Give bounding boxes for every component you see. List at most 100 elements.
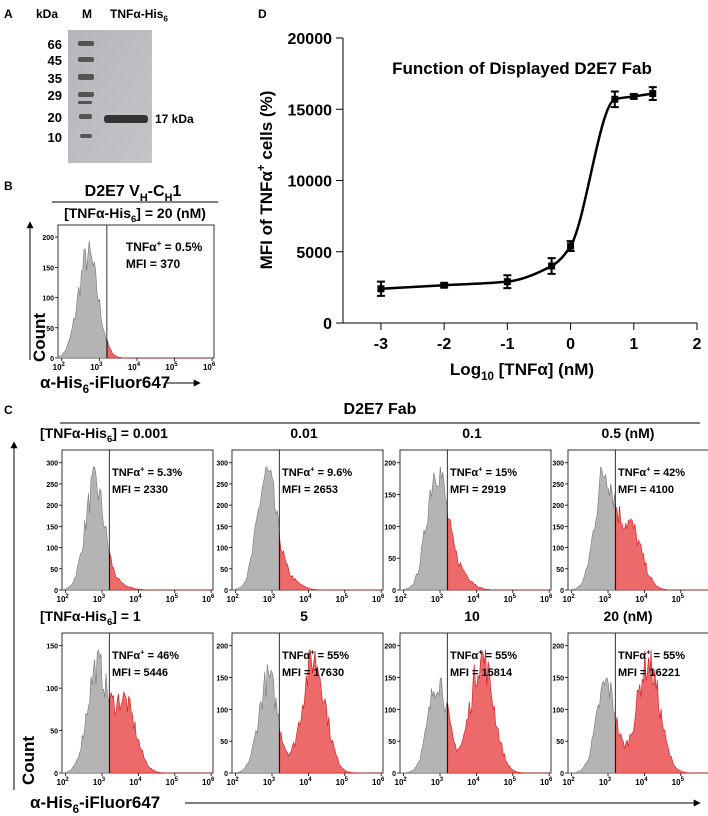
y-tick-label: 0 [560,588,564,595]
stat-mfi: MFI = 15814 [450,667,513,679]
text-part: 10 [336,595,345,604]
x-tick-label: 104 [129,777,142,787]
text-part: = 0.5% [161,240,202,254]
x-tick-label: 106 [202,594,215,604]
text-part: + [310,648,315,657]
text-part: 3 [440,777,444,783]
data-point [377,285,385,293]
histogram [399,677,449,774]
x-tick-label: 106 [540,777,553,787]
condition-label: 0.1 [462,425,482,441]
histogram [231,664,281,774]
text-part: 10 [372,778,381,787]
text-part: TNFα [112,467,140,479]
text-part: 4 [308,594,312,600]
stat-positive: TNFα+ = 42% [618,465,685,479]
data-point [649,90,657,98]
text-part: 6 [381,594,385,600]
text-part: 6 [107,434,112,445]
y-tick-label: 100 [552,707,564,714]
y-tick-label: 50 [556,567,564,574]
text-part: 10 [467,595,476,604]
marker-label: 29 [48,88,62,103]
x-tick-label: 104 [467,777,480,787]
text-part: 10 [227,778,236,787]
text-part: 10 [227,595,236,604]
histogram [567,466,617,591]
text-part: -C [148,183,165,200]
text-part: 2 [65,777,69,783]
marker-label: 35 [48,71,62,86]
data-point [567,242,575,250]
stat-positive: TNFα+ = 55% [282,648,349,662]
text-part: α-His [40,373,83,392]
stat-positive: TNFα+ = 46% [112,648,179,662]
y-tick-label: 0 [54,771,58,778]
lane-label: M [82,7,92,21]
text-part: 2 [403,777,407,783]
y-tick-label: 15000 [288,102,333,119]
text-part: 0.01 [290,425,317,441]
text-part: TNFα [282,467,310,479]
y-tick-label: 0 [560,771,564,778]
y-tick-label: 50 [50,567,58,574]
x-tick-label: 105 [504,777,517,787]
text-part: 10 [540,778,549,787]
y-tick-label: 300 [46,461,58,468]
x-tick-label: 104 [299,777,312,787]
text-part: 10 [599,778,608,787]
y-tick-label: 200 [216,503,228,510]
condition-label: 5 [300,608,308,624]
text-part: MFI of TNFα [257,171,276,270]
x-tick-label: 102 [227,594,240,604]
histogram [61,648,111,774]
stat-mfi: MFI = 17630 [282,667,344,679]
x-tick-label: 105 [672,777,685,787]
x-tick-label: 105 [504,594,517,604]
text-part: 10 [57,778,66,787]
text-part: + [140,465,145,474]
text-part: D2E7 V [85,183,140,200]
text-part: + [157,239,162,248]
text-part: = 46% [145,650,180,662]
marker-label: 10 [48,130,62,145]
text-part: 10 [395,595,404,604]
text-part: TNFα [112,650,140,662]
text-part: 6 [107,617,112,628]
text-part: 4 [138,594,142,600]
x-tick-label: 104 [635,777,648,787]
histogram [615,505,708,591]
histogram [447,517,551,591]
text-part: + [478,465,483,474]
text-part: 3 [99,362,103,368]
text-part: 10 [128,363,137,372]
x-tick-label: 104 [467,594,480,604]
x-tick-label: 104 [129,594,142,604]
text-part: 10 [504,595,513,604]
y-tick-label: 100 [46,546,58,553]
text-part: 5 [345,777,349,783]
text-part: 6 [163,15,168,24]
stat-positive: TNFα+ = 0.5% [126,239,203,254]
y-tick-label: 150 [384,493,396,500]
gel-unit: kDa [36,7,58,21]
x-tick-label: 102 [395,777,408,787]
text-part: ] = 20 (nM) [136,205,206,221]
histogram [107,340,214,359]
y-tick-label: 250 [46,482,58,489]
text-part: H [165,192,173,204]
text-part: 10 [672,778,681,787]
x-tick-label: 103 [93,594,106,604]
histogram [615,649,708,774]
text-part: 20 (nM) [604,608,653,624]
text-part: [TNFα-His [64,205,131,221]
text-part: 3 [102,594,106,600]
condition-label: [TNFα-His6] = 0.001 [40,425,168,445]
text-part: 10 [672,595,681,604]
stat-positive: TNFα+ = 55% [450,648,517,662]
text-part: 10 [336,778,345,787]
text-part: 6 [211,777,215,783]
text-part: 6 [211,594,215,600]
